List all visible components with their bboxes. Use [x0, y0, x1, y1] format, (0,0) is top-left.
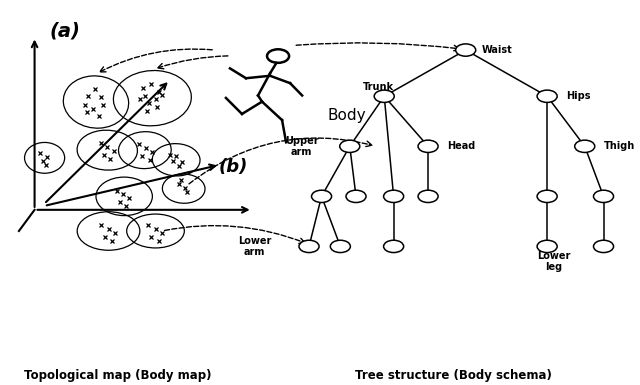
Text: Head: Head: [447, 141, 475, 151]
Circle shape: [593, 240, 614, 253]
Circle shape: [537, 90, 557, 102]
Circle shape: [383, 240, 404, 253]
Text: Lower
leg: Lower leg: [537, 251, 570, 272]
Circle shape: [340, 140, 360, 152]
Text: Hips: Hips: [566, 91, 591, 101]
Circle shape: [418, 140, 438, 152]
Circle shape: [575, 140, 595, 152]
Circle shape: [330, 240, 350, 253]
Text: (a): (a): [49, 21, 80, 40]
Text: Trunk: Trunk: [362, 82, 394, 92]
Text: Thigh: Thigh: [604, 141, 635, 151]
Circle shape: [374, 90, 394, 102]
Circle shape: [312, 190, 332, 203]
Circle shape: [418, 190, 438, 203]
Text: Body: Body: [328, 108, 367, 123]
Circle shape: [537, 190, 557, 203]
Circle shape: [456, 44, 476, 56]
Text: Tree structure (Body schema): Tree structure (Body schema): [355, 369, 552, 382]
Text: (b): (b): [218, 159, 248, 176]
Circle shape: [593, 190, 614, 203]
Circle shape: [537, 240, 557, 253]
Text: Topological map (Body map): Topological map (Body map): [24, 369, 212, 382]
Circle shape: [383, 190, 404, 203]
Text: Lower
arm: Lower arm: [238, 236, 271, 257]
Text: Upper
arm: Upper arm: [285, 136, 319, 157]
Circle shape: [299, 240, 319, 253]
Circle shape: [346, 190, 366, 203]
Text: Waist: Waist: [481, 45, 512, 55]
